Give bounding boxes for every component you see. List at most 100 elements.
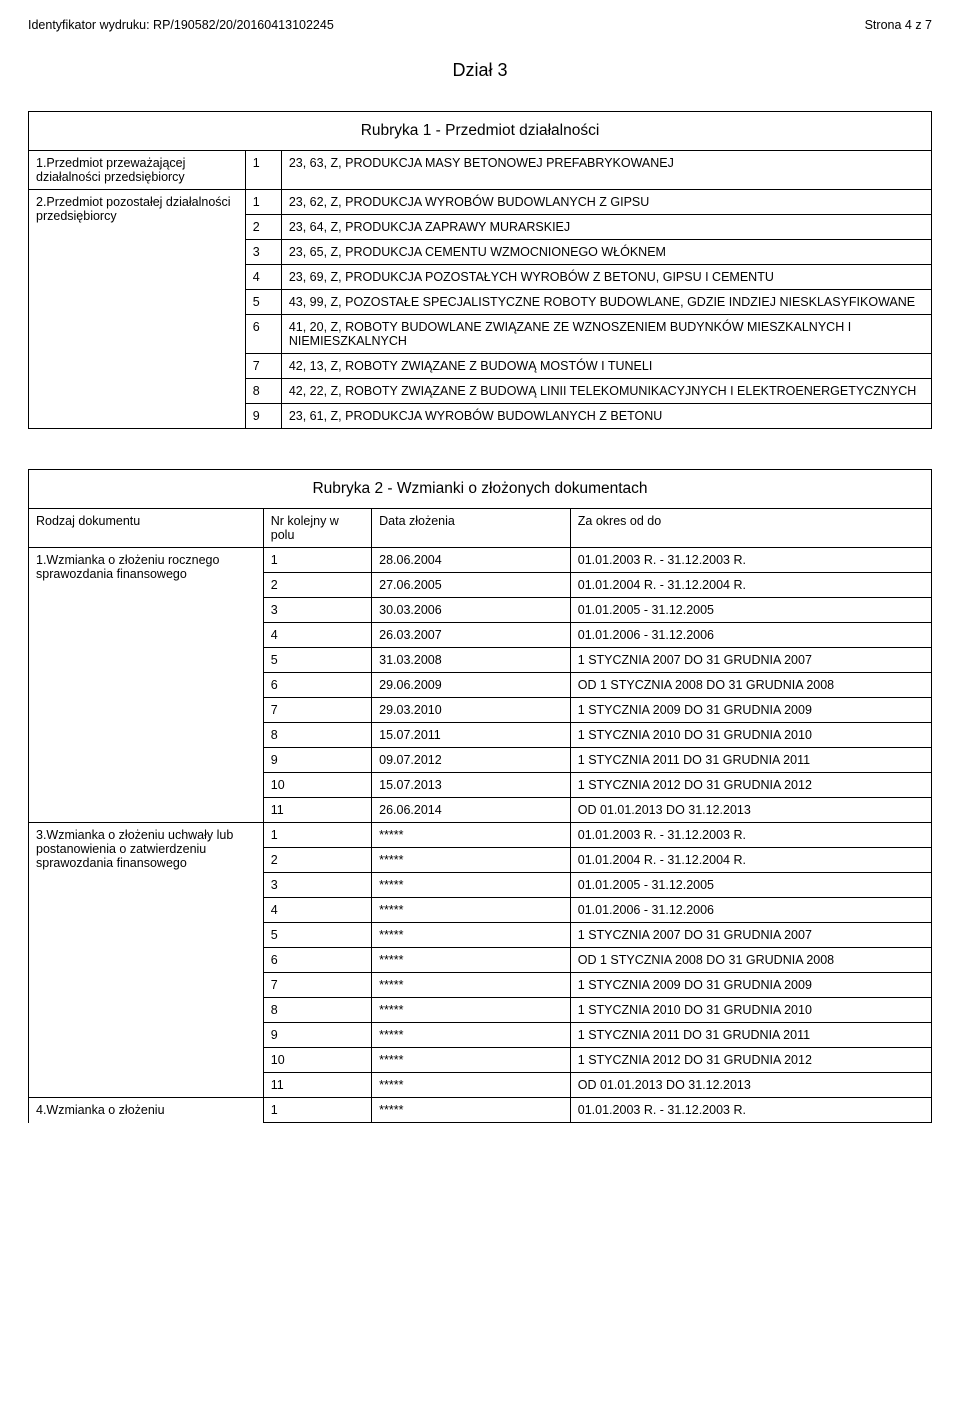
g3-o: OD 01.01.2013 DO 31.12.2013 (570, 1073, 931, 1098)
g1-n: 8 (263, 723, 371, 748)
g3-d: ***** (372, 848, 571, 873)
r1-item-text: 23, 69, Z, PRODUKCJA POZOSTAŁYCH WYROBÓW… (281, 265, 931, 290)
col-header: Nr kolejny w polu (263, 509, 371, 548)
row1-text: 23, 63, Z, PRODUKCJA MASY BETONOWEJ PREF… (281, 151, 931, 190)
g1-d: 31.03.2008 (372, 648, 571, 673)
page-number: Strona 4 z 7 (865, 18, 932, 32)
g1-o: 01.01.2003 R. - 31.12.2003 R. (570, 548, 931, 573)
rubryka-1-table: Rubryka 1 - Przedmiot działalności 1.Prz… (28, 111, 932, 429)
g3-o: 1 STYCZNIA 2012 DO 31 GRUDNIA 2012 (570, 1048, 931, 1073)
g1-n: 9 (263, 748, 371, 773)
r1-item-text: 41, 20, Z, ROBOTY BUDOWLANE ZWIĄZANE ZE … (281, 315, 931, 354)
g3-o: 01.01.2003 R. - 31.12.2003 R. (570, 823, 931, 848)
g1-o: 01.01.2006 - 31.12.2006 (570, 623, 931, 648)
r1-item-num: 7 (245, 354, 281, 379)
g3-d: ***** (372, 898, 571, 923)
r1-item-num: 2 (245, 215, 281, 240)
r1-item-num: 4 (245, 265, 281, 290)
g1-d: 27.06.2005 (372, 573, 571, 598)
g3-o: 01.01.2005 - 31.12.2005 (570, 873, 931, 898)
g1-n: 11 (263, 798, 371, 823)
r1-item-num: 9 (245, 404, 281, 429)
g3-o: OD 1 STYCZNIA 2008 DO 31 GRUDNIA 2008 (570, 948, 931, 973)
g3-o: 01.01.2004 R. - 31.12.2004 R. (570, 848, 931, 873)
g1-o: OD 01.01.2013 DO 31.12.2013 (570, 798, 931, 823)
r1-item-text: 42, 13, Z, ROBOTY ZWIĄZANE Z BUDOWĄ MOST… (281, 354, 931, 379)
g3-n: 8 (263, 998, 371, 1023)
g1-n: 4 (263, 623, 371, 648)
g3-d: ***** (372, 1023, 571, 1048)
g1-n: 2 (263, 573, 371, 598)
print-id: Identyfikator wydruku: RP/190582/20/2016… (28, 18, 334, 32)
g3-o: 1 STYCZNIA 2007 DO 31 GRUDNIA 2007 (570, 923, 931, 948)
g3-n: 5 (263, 923, 371, 948)
page-header: Identyfikator wydruku: RP/190582/20/2016… (28, 18, 932, 32)
g1-o: 1 STYCZNIA 2009 DO 31 GRUDNIA 2009 (570, 698, 931, 723)
g1-o: 01.01.2005 - 31.12.2005 (570, 598, 931, 623)
r1-item-text: 23, 61, Z, PRODUKCJA WYROBÓW BUDOWLANYCH… (281, 404, 931, 429)
g1-n: 10 (263, 773, 371, 798)
g3-d: ***** (372, 823, 571, 848)
g1-n: 3 (263, 598, 371, 623)
g3-n: 2 (263, 848, 371, 873)
g3-n: 10 (263, 1048, 371, 1073)
col-header: Za okres od do (570, 509, 931, 548)
g1-n: 1 (263, 548, 371, 573)
g3-n: 9 (263, 1023, 371, 1048)
g1-o: 1 STYCZNIA 2011 DO 31 GRUDNIA 2011 (570, 748, 931, 773)
rubryka-2-title: Rubryka 2 - Wzmianki o złożonych dokumen… (29, 470, 932, 509)
g1-d: 30.03.2006 (372, 598, 571, 623)
r1-item-text: 23, 65, Z, PRODUKCJA CEMENTU WZMOCNIONEG… (281, 240, 931, 265)
col-header: Rodzaj dokumentu (29, 509, 264, 548)
g3-n: 4 (263, 898, 371, 923)
g1-o: 1 STYCZNIA 2010 DO 31 GRUDNIA 2010 (570, 723, 931, 748)
g1-d: 26.06.2014 (372, 798, 571, 823)
g1-n: 6 (263, 673, 371, 698)
row2-label: 2.Przedmiot pozostałej działalności prze… (29, 190, 246, 429)
g1-d: 15.07.2013 (372, 773, 571, 798)
g3-n: 7 (263, 973, 371, 998)
g3-d: ***** (372, 923, 571, 948)
r1-item-text: 23, 64, Z, PRODUKCJA ZAPRAWY MURARSKIEJ (281, 215, 931, 240)
g1-d: 29.06.2009 (372, 673, 571, 698)
r1-item-num: 6 (245, 315, 281, 354)
g3-d: ***** (372, 948, 571, 973)
g1-d: 28.06.2004 (372, 548, 571, 573)
section-title: Dział 3 (28, 60, 932, 81)
r1-item-num: 8 (245, 379, 281, 404)
r1-item-num: 1 (245, 190, 281, 215)
g1-d: 26.03.2007 (372, 623, 571, 648)
g3-d: ***** (372, 1048, 571, 1073)
g3-o: 1 STYCZNIA 2011 DO 31 GRUDNIA 2011 (570, 1023, 931, 1048)
r1-item-text: 42, 22, Z, ROBOTY ZWIĄZANE Z BUDOWĄ LINI… (281, 379, 931, 404)
g4-n: 1 (263, 1098, 371, 1123)
g3-label: 3.Wzmianka o złożeniu uchwały lub postan… (29, 823, 264, 1098)
g1-n: 7 (263, 698, 371, 723)
g3-d: ***** (372, 873, 571, 898)
g1-o: 01.01.2004 R. - 31.12.2004 R. (570, 573, 931, 598)
g4-d: ***** (372, 1098, 571, 1123)
r1-item-text: 23, 62, Z, PRODUKCJA WYROBÓW BUDOWLANYCH… (281, 190, 931, 215)
g3-n: 6 (263, 948, 371, 973)
g1-label: 1.Wzmianka o złożeniu rocznego sprawozda… (29, 548, 264, 823)
g3-d: ***** (372, 973, 571, 998)
g3-d: ***** (372, 1073, 571, 1098)
rubryka-1-title: Rubryka 1 - Przedmiot działalności (29, 112, 932, 151)
g3-n: 3 (263, 873, 371, 898)
r1-item-num: 3 (245, 240, 281, 265)
g3-d: ***** (372, 998, 571, 1023)
row1-label: 1.Przedmiot przeważającej działalności p… (29, 151, 246, 190)
g1-d: 15.07.2011 (372, 723, 571, 748)
row1-num: 1 (245, 151, 281, 190)
g4-label: 4.Wzmianka o złożeniu (29, 1098, 264, 1123)
g1-o: 1 STYCZNIA 2007 DO 31 GRUDNIA 2007 (570, 648, 931, 673)
g3-n: 11 (263, 1073, 371, 1098)
rubryka-2-table: Rubryka 2 - Wzmianki o złożonych dokumen… (28, 469, 932, 1123)
g4-o: 01.01.2003 R. - 31.12.2003 R. (570, 1098, 931, 1123)
col-header: Data złożenia (372, 509, 571, 548)
g3-n: 1 (263, 823, 371, 848)
g3-o: 01.01.2006 - 31.12.2006 (570, 898, 931, 923)
g3-o: 1 STYCZNIA 2010 DO 31 GRUDNIA 2010 (570, 998, 931, 1023)
g1-o: 1 STYCZNIA 2012 DO 31 GRUDNIA 2012 (570, 773, 931, 798)
r1-item-num: 5 (245, 290, 281, 315)
